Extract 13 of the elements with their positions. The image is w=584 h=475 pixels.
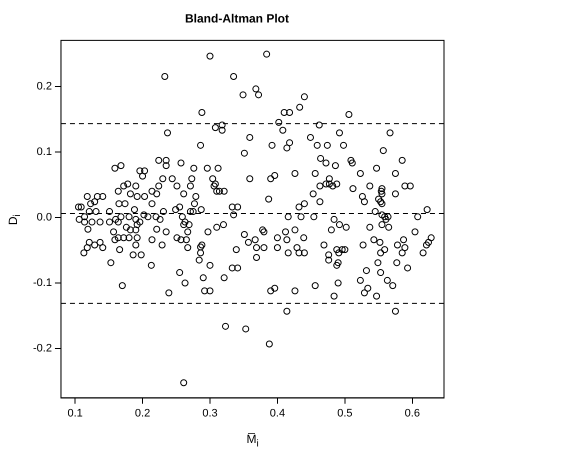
x-tick-label: 0.1 bbox=[67, 407, 83, 420]
x-tick-label: 0.6 bbox=[404, 407, 420, 420]
y-tick-label: 0.0 bbox=[36, 211, 52, 224]
y-tick-label: 0.1 bbox=[36, 146, 52, 158]
y-tick-label: -0.1 bbox=[32, 277, 52, 290]
chart-title: Bland-Altman Plot bbox=[185, 12, 289, 26]
x-tick-label: 0.2 bbox=[134, 407, 150, 420]
y-tick-label: 0.2 bbox=[36, 80, 52, 92]
x-tick-label: 0.5 bbox=[337, 407, 353, 420]
y-tick-label: -0.2 bbox=[32, 342, 52, 355]
x-tick-label: 0.3 bbox=[202, 407, 218, 420]
x-tick-label: 0.4 bbox=[270, 407, 286, 420]
x-axis-title: M̅$_{i}$ bbox=[246, 432, 259, 450]
